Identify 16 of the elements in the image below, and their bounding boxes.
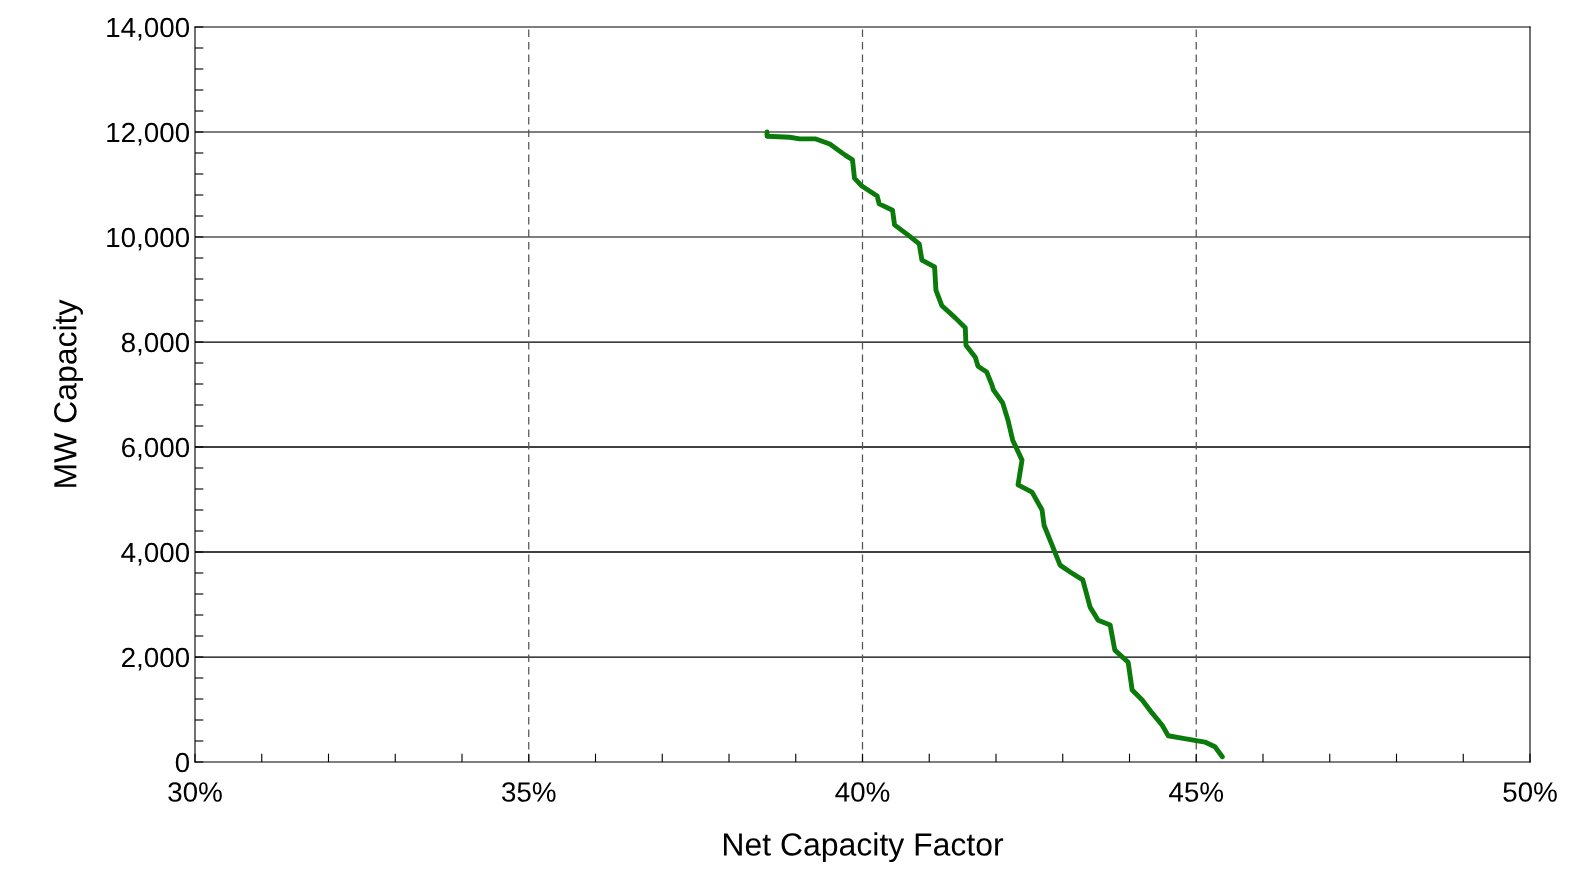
y-tick-label: 4,000 xyxy=(121,542,190,566)
y-tick-label: 12,000 xyxy=(107,122,190,146)
x-tick-label: 30% xyxy=(168,782,222,802)
y-tick-label: 8,000 xyxy=(121,332,190,356)
x-tick-label: 50% xyxy=(1503,782,1557,802)
y-axis-title: MW Capacity xyxy=(53,299,83,487)
x-tick-label: 35% xyxy=(502,782,556,802)
x-tick-label: 45% xyxy=(1169,782,1224,802)
x-axis-title: Net Capacity Factor xyxy=(723,832,1004,863)
line-series xyxy=(764,129,1225,760)
y-tick-label: 6,000 xyxy=(122,437,190,461)
y-tick-label: 10,000 xyxy=(107,227,190,251)
y-tick-label: 0 xyxy=(175,752,190,773)
x-tick-label: 40% xyxy=(835,782,890,802)
y-tick-label: 14,000 xyxy=(107,17,190,41)
y-tick-label: 2,000 xyxy=(122,647,190,671)
